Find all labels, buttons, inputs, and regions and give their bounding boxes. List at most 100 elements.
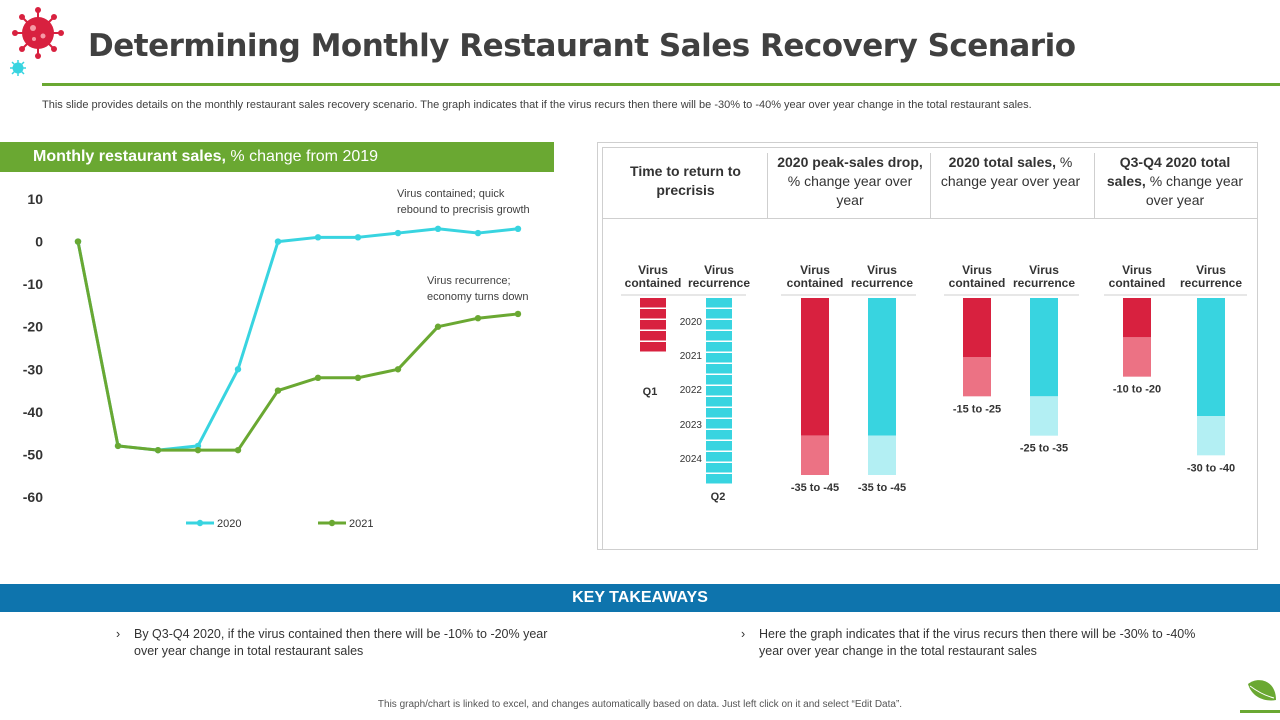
category-label: Virus [867,263,897,277]
takeaway-left-text: By Q3-Q4 2020, if the virus contained th… [134,627,548,658]
bar-segment-contained [640,320,666,330]
category-label: Virus [1196,263,1226,277]
y-tick-label: -40 [23,404,43,420]
line-chart-header: Monthly restaurant sales, % change from … [0,142,554,172]
legend-label-2021: 2021 [349,518,373,530]
bar-segment-recurrence [706,386,732,396]
category-label: Virus [704,263,734,277]
bar-segment-recurrence [706,309,732,319]
data-point-2020 [434,225,442,232]
y-tick-label: -10 [23,276,43,292]
key-takeaways-header: KEY TAKEAWAYS [0,584,1280,612]
category-label: recurrence [1180,276,1242,290]
year-tick-label: 2023 [680,420,703,431]
bar-segment-recurrence [706,298,732,308]
col-separator [1094,153,1095,219]
bar-label: Q1 [643,386,658,398]
bar-chart: ViruscontainedVirusrecurrence20202021202… [621,263,1247,503]
col2-rest: % change year over year [787,173,913,208]
bar-solid [1123,298,1151,338]
bar-segment-recurrence [706,408,732,418]
data-point-2020 [394,229,402,237]
col3-rest: % change year over year [940,154,1081,189]
col-separator [767,153,768,219]
bar-solid [801,298,829,436]
annotation-text: economy turns down [427,291,529,303]
page-subtitle: This slide provides details on the month… [42,99,1032,111]
y-tick-label: -30 [23,361,43,377]
bar-segment-recurrence [706,463,732,473]
data-point-2021 [74,238,82,245]
y-tick-label: 10 [27,191,43,207]
bar-label: -10 to -20 [1113,384,1161,396]
col2-bold: 2020 peak-sales drop, [777,154,923,170]
bar-label: -35 to -45 [791,482,839,494]
data-point-2020 [354,234,362,241]
category-label: Virus [962,263,992,277]
category-label: contained [625,276,682,290]
panel-inner-top-rule [602,147,1257,148]
category-label: Virus [638,263,668,277]
takeaway-left: › By Q3-Q4 2020, if the virus contained … [116,626,574,660]
legend-marker-2021 [328,519,336,527]
bar-solid [963,298,991,357]
bar-label: Q2 [711,491,726,503]
col4-rest: % change year over year [1145,173,1244,208]
col4-bold: Q3-Q4 2020 total sales, [1106,154,1231,189]
bar-segment-recurrence [706,441,732,451]
bar-segment-recurrence [706,320,732,330]
col-header-total-sales: 2020 total sales, % change year over yea… [938,153,1083,191]
header-divider [602,218,1257,219]
bar-segment-recurrence [706,364,732,374]
y-tick-label: -60 [23,489,43,505]
y-tick-label: -50 [23,446,43,462]
category-label: contained [1109,276,1166,290]
year-tick-label: 2020 [680,317,703,328]
category-label: recurrence [851,276,913,290]
legend-marker-2020 [196,519,204,527]
data-point-2021 [194,446,202,454]
data-point-2021 [474,315,482,322]
panel-inner-left-rule [602,147,603,549]
category-label: recurrence [1013,276,1075,290]
data-point-2020 [514,225,522,232]
series-line-2021 [76,241,519,452]
category-label: recurrence [688,276,750,290]
annotation-text: Virus recurrence; [427,275,511,287]
footer-note: This graph/chart is linked to excel, and… [377,699,903,710]
bar-range [963,357,991,397]
chevron-right-icon: › [741,627,746,641]
annotation-text: rebound to precrisis growth [397,204,530,216]
bar-range [801,435,829,475]
bar-solid [1030,298,1058,397]
data-point-2021 [114,442,122,450]
title-divider [42,83,1280,86]
data-point-2020 [274,238,282,245]
annotation-text: Virus contained; quick [397,188,505,200]
recovery-scenario-panel: Time to return to precrisis 2020 peak-sa… [597,142,1258,550]
category-label: Virus [1122,263,1152,277]
takeaway-right-text: Here the graph indicates that if the vir… [759,627,1196,658]
bar-label: -25 to -35 [1020,443,1068,455]
line-chart-header-normal: % change from 2019 [225,148,379,165]
bar-segment-recurrence [706,342,732,352]
bar-segment-recurrence [706,397,732,407]
col-separator [930,153,931,219]
col-header-time-to-return: Time to return to precrisis [630,163,741,198]
bar-segment-recurrence [706,375,732,385]
col-header-peak-sales-drop: 2020 peak-sales drop, % change year over… [774,153,926,210]
year-tick-label: 2021 [680,351,703,362]
data-point-2020 [234,366,242,373]
bar-label: -15 to -25 [953,403,1001,415]
bar-segment-recurrence [706,419,732,429]
data-point-2021 [314,374,322,381]
col3-bold: 2020 total sales, [948,154,1057,170]
bar-segment-contained [640,331,666,341]
category-label: contained [949,276,1006,290]
series-line-2020 [76,227,519,452]
category-label: Virus [800,263,830,277]
bar-segment-recurrence [706,353,732,363]
bar-label: -35 to -45 [858,482,906,494]
year-tick-label: 2024 [680,454,703,465]
page-title: Determining Monthly Restaurant Sales Rec… [88,28,1076,64]
